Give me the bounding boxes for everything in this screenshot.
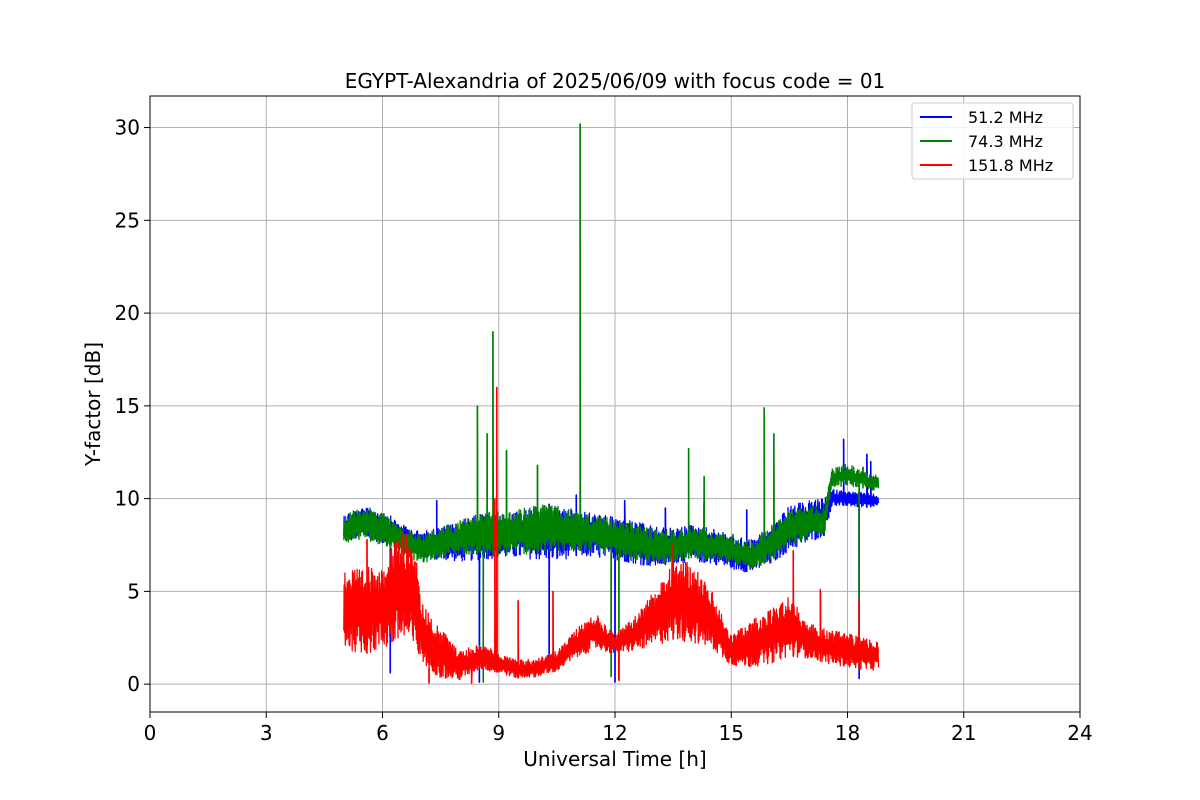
x-tick-label: 12 xyxy=(602,721,627,745)
legend-entry: 151.8 MHz xyxy=(968,156,1053,175)
y-tick-label: 0 xyxy=(127,672,140,696)
y-axis-label: Y-factor [dB] xyxy=(81,342,105,467)
y-tick-label: 25 xyxy=(115,208,140,232)
x-tick-label: 15 xyxy=(719,721,744,745)
plot-series xyxy=(343,123,880,684)
y-tick-label: 20 xyxy=(115,301,140,325)
x-tick-label: 0 xyxy=(144,721,157,745)
y-tick-label: 10 xyxy=(115,487,140,511)
y-tick-label: 5 xyxy=(127,579,140,603)
series-151-8-mhz xyxy=(343,386,880,684)
x-tick-label: 3 xyxy=(260,721,273,745)
ticks: 0 3 6 9 12 15 18 21 24 0 5 10 15 20 25 30 xyxy=(115,116,1093,745)
x-tick-label: 18 xyxy=(835,721,860,745)
x-tick-label: 21 xyxy=(951,721,976,745)
y-tick-label: 30 xyxy=(115,116,140,140)
y-tick-label: 15 xyxy=(115,394,140,418)
legend: 51.2 MHz 74.3 MHz 151.8 MHz xyxy=(911,102,1074,180)
series-line xyxy=(343,386,880,684)
x-tick-label: 24 xyxy=(1067,721,1092,745)
series-74-3-mhz xyxy=(343,123,880,683)
legend-entry: 74.3 MHz xyxy=(968,132,1043,151)
chart-title: EGYPT-Alexandria of 2025/06/09 with focu… xyxy=(345,69,886,93)
x-tick-label: 9 xyxy=(492,721,505,745)
x-axis-label: Universal Time [h] xyxy=(523,747,706,771)
legend-box xyxy=(911,102,1074,180)
legend-entry: 51.2 MHz xyxy=(968,108,1043,127)
x-tick-label: 6 xyxy=(376,721,389,745)
